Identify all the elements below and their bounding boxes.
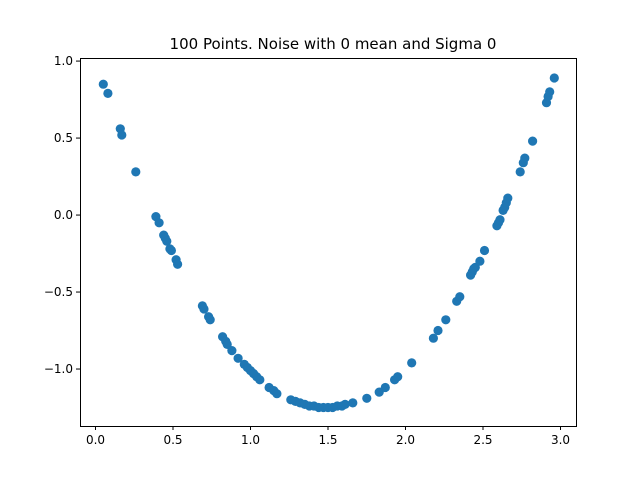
x-tick-label: 2.5	[473, 433, 492, 447]
data-point-56	[455, 292, 465, 302]
data-point-28	[255, 375, 265, 385]
data-point-76	[545, 87, 555, 97]
chart-title: 100 Points. Noise with 0 mean and Sigma …	[170, 35, 497, 53]
data-point-54	[441, 315, 451, 325]
x-tick-label: 0.5	[163, 433, 182, 447]
data-point-13	[173, 259, 183, 269]
data-point-77	[549, 73, 559, 83]
data-point-31	[272, 389, 282, 399]
data-point-61	[475, 256, 485, 266]
data-point-4	[131, 167, 141, 177]
data-point-50	[393, 372, 403, 382]
data-point-3	[117, 130, 127, 140]
data-point-70	[515, 167, 525, 177]
data-point-6	[154, 218, 164, 228]
data-point-1	[103, 88, 113, 98]
y-axis: −1.0 −0.5 0.0 0.5 1.0	[44, 54, 80, 376]
data-point-0	[98, 79, 108, 89]
data-point-65	[495, 215, 505, 225]
data-point-15	[199, 304, 209, 314]
data-point-69	[503, 193, 513, 203]
y-tick-label: −0.5	[44, 285, 73, 299]
plot-frame	[80, 58, 577, 427]
data-point-11	[166, 245, 176, 256]
data-points	[98, 73, 559, 413]
x-axis: 0.0 0.5 1.0 1.5 2.0 2.5 3.0	[86, 426, 570, 447]
data-point-51	[407, 358, 417, 368]
data-point-53	[433, 325, 443, 336]
data-point-72	[520, 153, 530, 163]
y-tick-label: 0.0	[54, 208, 73, 222]
x-tick-label: 2.0	[396, 433, 415, 447]
x-tick-label: 1.0	[241, 433, 260, 447]
data-point-62	[479, 245, 490, 256]
y-tick-label: 0.5	[54, 131, 73, 145]
y-tick-label: 1.0	[54, 54, 73, 68]
data-point-17	[205, 315, 215, 325]
data-point-46	[362, 393, 372, 403]
data-point-21	[227, 346, 237, 356]
y-tick-label: −1.0	[44, 362, 73, 376]
data-point-22	[233, 353, 243, 363]
data-point-73	[528, 136, 538, 146]
data-point-48	[380, 382, 390, 393]
data-point-44	[340, 399, 350, 409]
data-point-52	[428, 333, 438, 343]
x-tick-label: 3.0	[551, 433, 570, 447]
data-point-9	[162, 236, 172, 246]
x-tick-label: 1.5	[318, 433, 337, 447]
data-point-45	[348, 398, 358, 408]
x-tick-label: 0.0	[86, 433, 105, 447]
